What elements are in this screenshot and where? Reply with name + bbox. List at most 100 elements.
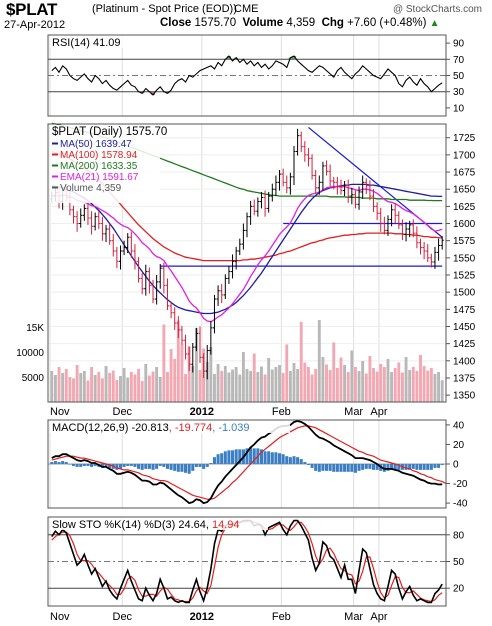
- macd-histogram-bar: [422, 464, 426, 470]
- volume-bar: [86, 380, 90, 402]
- volume-bar: [53, 375, 57, 402]
- price-tick-label: 1400: [453, 356, 476, 367]
- volume-bar: [307, 367, 310, 402]
- macd-histogram-bar: [133, 464, 137, 467]
- chg-value: +7.60 (+0.48%): [347, 17, 427, 29]
- volume-bar: [119, 376, 122, 402]
- macd-histogram-bar: [375, 464, 379, 470]
- volume-bar: [299, 322, 303, 402]
- exchange-label: CME: [234, 3, 259, 15]
- price-tick-label: 1675: [453, 168, 476, 179]
- ema21-line: [51, 185, 443, 323]
- volume-bar: [310, 374, 314, 402]
- price-legend-entry: MA(50) 1639.47: [60, 139, 132, 150]
- volume-bar: [209, 347, 213, 402]
- macd-histogram-bar: [267, 451, 271, 464]
- macd-histogram-bar: [223, 451, 227, 464]
- volume-bar: [187, 346, 191, 402]
- macd-histogram-bar: [353, 464, 357, 473]
- macd-histogram-bar: [314, 464, 318, 471]
- macd-histogram-bar: [71, 464, 76, 466]
- sto-tick-label: 20: [453, 584, 465, 595]
- macd-histogram-bar: [408, 464, 412, 470]
- sto-x-axis-label: Dec: [113, 611, 133, 623]
- rsi-tick-label: 30: [453, 87, 465, 98]
- price-tick-label: 1375: [453, 373, 476, 384]
- volume-bar: [216, 364, 220, 402]
- sto-x-axis-label: Feb: [272, 611, 291, 623]
- volume-bar: [270, 369, 274, 402]
- macd-histogram-bar: [278, 453, 282, 464]
- price-tick-label: 1600: [453, 219, 476, 230]
- macd-histogram-bar: [371, 464, 376, 470]
- volume-bar: [343, 365, 347, 402]
- volume-bar: [267, 358, 271, 402]
- volume-bar: [238, 374, 242, 402]
- macd-histogram-bar: [259, 449, 263, 464]
- close-label: Close: [160, 17, 192, 29]
- volume-bar: [292, 363, 296, 402]
- close-value: 1575.70: [194, 17, 237, 29]
- macd-histogram-bar: [288, 457, 292, 464]
- volume-bar: [213, 374, 216, 402]
- price-legend-entry: Volume 4,359: [60, 183, 122, 194]
- macd-histogram-bar: [328, 464, 332, 471]
- volume-bar: [252, 353, 256, 402]
- volume-bar: [350, 350, 354, 402]
- macd-histogram-bar: [162, 464, 166, 467]
- price-tick-label: 1550: [453, 253, 476, 264]
- macd-histogram-bar: [220, 453, 224, 464]
- macd-histogram-bar: [86, 464, 90, 466]
- volume-bar: [393, 368, 397, 402]
- macd-histogram-bar: [129, 464, 133, 466]
- volume-bar: [194, 328, 198, 402]
- macd-histogram-bar: [249, 447, 253, 464]
- volume-bar: [400, 372, 404, 402]
- macd-histogram-bar: [227, 450, 231, 464]
- volume-bar: [198, 370, 202, 402]
- macd-histogram-bar: [198, 464, 202, 467]
- macd-histogram-bar: [231, 450, 235, 464]
- ma50-line: [51, 183, 443, 315]
- volume-bar: [133, 374, 137, 402]
- volume-bar: [72, 378, 75, 402]
- price-title: $PLAT (Daily) 1575.70: [52, 126, 167, 138]
- quote-line: Close 1575.70 Volume 4,359 Chg +7.60 (+0…: [160, 17, 440, 29]
- macd-histogram-bar: [281, 454, 285, 464]
- macd-histogram-bar: [317, 464, 321, 472]
- volume-value: 4,359: [286, 17, 316, 29]
- price-tick-label: 1525: [453, 271, 476, 282]
- volume-bar: [180, 344, 184, 402]
- macd-histogram-bar: [155, 464, 159, 469]
- macd-legend-value: , -19.774: [169, 422, 212, 434]
- macd-histogram-bar: [296, 457, 300, 464]
- volume-bar: [61, 373, 65, 402]
- macd-histogram-bar: [202, 464, 206, 469]
- macd-histogram-bar: [158, 464, 162, 466]
- macd-histogram-bar: [209, 463, 213, 464]
- macd-histogram-bar: [205, 464, 209, 467]
- macd-legend-value: , -1.039: [212, 422, 249, 434]
- volume-bar: [245, 369, 249, 402]
- instrument-name: (Platinum - Spot Price (EOD)): [92, 3, 237, 15]
- macd-histogram-bar: [137, 464, 141, 469]
- macd-histogram-bar: [310, 464, 314, 468]
- macd-histogram-bar: [82, 464, 86, 466]
- price-legend-entry: MA(100) 1578.94: [60, 150, 138, 161]
- volume-bar: [429, 368, 433, 402]
- macd-histogram-bar: [252, 448, 256, 464]
- macd-histogram-bar: [187, 464, 191, 474]
- macd-histogram-bar: [176, 464, 180, 472]
- macd-tick-label: 40: [453, 420, 465, 431]
- price-panel-frame: [47, 123, 447, 403]
- volume-bar: [274, 367, 278, 402]
- volume-bar: [353, 367, 357, 402]
- stockcharts-credit[interactable]: @ StockCharts.com: [392, 4, 482, 15]
- macd-histogram-bar: [191, 464, 195, 471]
- macd-histogram-bar: [118, 464, 123, 469]
- macd-histogram-bar: [57, 462, 61, 464]
- macd-histogram-bar: [343, 464, 347, 472]
- macd-histogram-bar: [75, 464, 79, 467]
- macd-tick-label: -40: [453, 499, 468, 510]
